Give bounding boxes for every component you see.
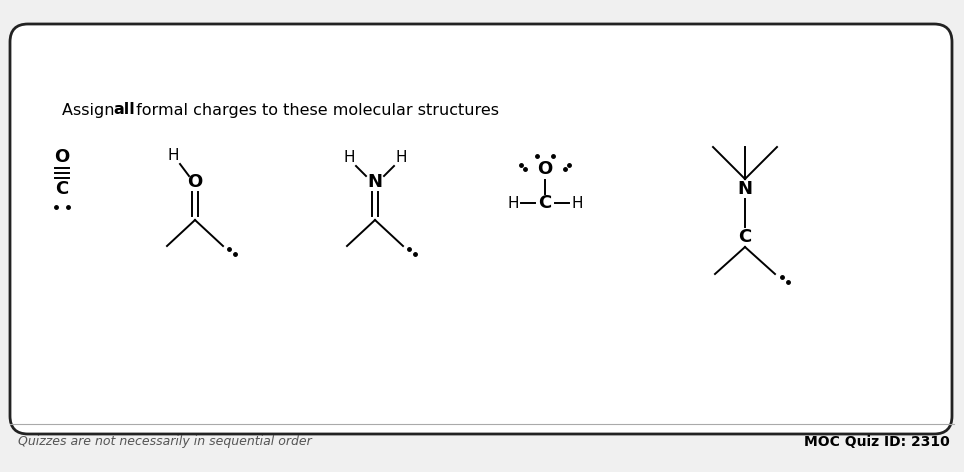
Text: Quizzes are not necessarily in sequential order: Quizzes are not necessarily in sequentia… [18, 436, 311, 448]
Text: C: C [538, 194, 551, 212]
Text: MOC Quiz ID: 2310: MOC Quiz ID: 2310 [804, 435, 950, 449]
Text: H: H [572, 195, 583, 211]
Text: N: N [737, 180, 753, 198]
Text: H: H [507, 195, 519, 211]
Text: N: N [367, 173, 383, 191]
Text: all: all [113, 102, 135, 118]
Text: H: H [167, 149, 178, 163]
Text: O: O [187, 173, 202, 191]
Text: O: O [537, 160, 552, 178]
Text: H: H [343, 151, 355, 166]
FancyBboxPatch shape [10, 24, 952, 434]
Text: formal charges to these molecular structures: formal charges to these molecular struct… [131, 102, 499, 118]
Text: C: C [55, 180, 68, 198]
Text: H: H [395, 151, 407, 166]
Text: Assign: Assign [62, 102, 120, 118]
Text: O: O [54, 148, 69, 166]
Text: C: C [738, 228, 752, 246]
